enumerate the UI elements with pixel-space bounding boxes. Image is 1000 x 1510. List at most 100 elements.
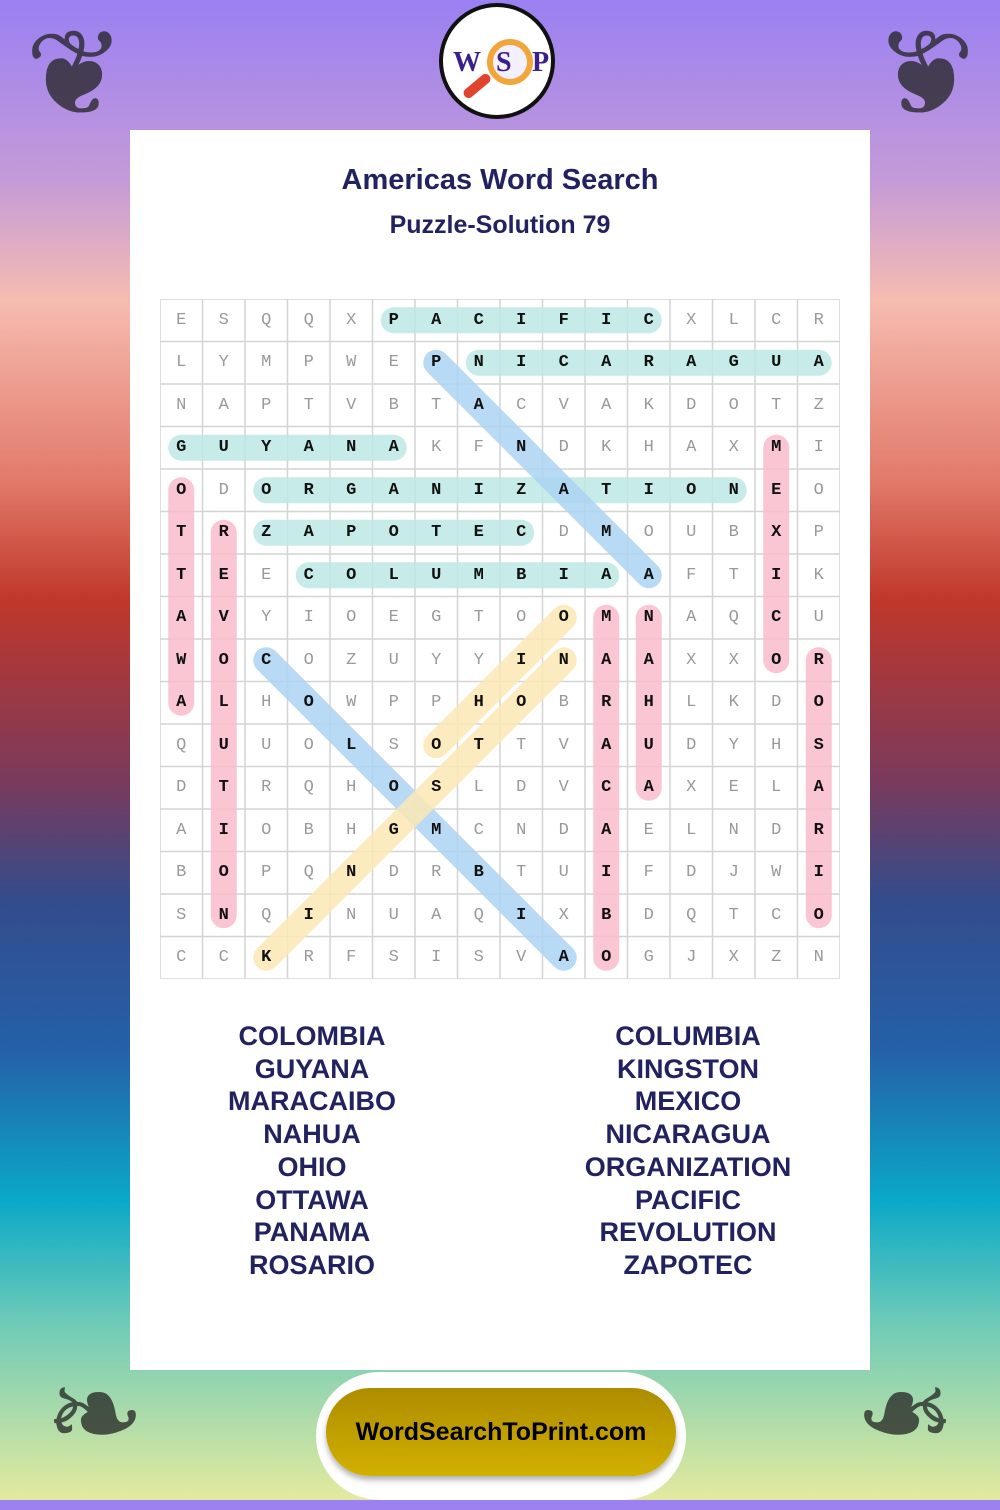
grid-cell[interactable]: Q <box>728 608 739 628</box>
grid-cell[interactable]: Y <box>261 438 272 458</box>
grid-cell[interactable]: A <box>643 650 654 670</box>
grid-cell[interactable]: U <box>558 863 569 883</box>
grid-cell[interactable]: U <box>643 735 654 755</box>
grid-cell[interactable]: O <box>303 735 314 755</box>
grid-cell[interactable]: J <box>686 948 697 968</box>
grid-cell[interactable]: N <box>728 820 739 840</box>
grid-cell[interactable]: B <box>388 395 399 415</box>
grid-cell[interactable]: R <box>813 650 824 670</box>
grid-cell[interactable]: N <box>516 438 527 458</box>
grid-cell[interactable]: S <box>218 310 229 330</box>
grid-cell[interactable]: C <box>516 395 527 415</box>
grid-cell[interactable]: X <box>728 948 739 968</box>
grid-cell[interactable]: I <box>473 480 484 500</box>
grid-cell[interactable]: F <box>473 438 484 458</box>
grid-cell[interactable]: N <box>728 480 739 500</box>
grid-cell[interactable]: Y <box>261 608 272 628</box>
grid-cell[interactable]: Z <box>261 523 272 543</box>
grid-cell[interactable]: Y <box>473 650 484 670</box>
grid-cell[interactable]: H <box>261 693 272 713</box>
grid-cell[interactable]: R <box>303 948 314 968</box>
grid-cell[interactable]: L <box>388 565 399 585</box>
grid-cell[interactable]: G <box>728 353 739 373</box>
grid-cell[interactable]: H <box>771 735 782 755</box>
grid-cell[interactable]: D <box>686 735 697 755</box>
grid-cell[interactable]: P <box>431 693 442 713</box>
grid-cell[interactable]: A <box>643 778 654 798</box>
grid-cell[interactable]: M <box>431 820 442 840</box>
grid-cell[interactable]: A <box>431 310 442 330</box>
grid-cell[interactable]: E <box>218 565 229 585</box>
grid-cell[interactable]: L <box>473 778 484 798</box>
grid-cell[interactable]: C <box>558 353 569 373</box>
grid-cell[interactable]: T <box>728 565 739 585</box>
grid-cell[interactable]: T <box>516 735 527 755</box>
grid-cell[interactable]: A <box>176 820 187 840</box>
grid-cell[interactable]: K <box>643 395 654 415</box>
grid-cell[interactable]: K <box>813 565 824 585</box>
grid-cell[interactable]: N <box>643 608 654 628</box>
grid-cell[interactable]: M <box>473 565 484 585</box>
grid-cell[interactable]: O <box>813 480 824 500</box>
grid-cell[interactable]: X <box>686 778 697 798</box>
grid-cell[interactable]: H <box>473 693 484 713</box>
grid-cell[interactable]: A <box>601 650 612 670</box>
grid-cell[interactable]: P <box>261 863 272 883</box>
grid-cell[interactable]: A <box>643 565 654 585</box>
grid-cell[interactable]: P <box>346 523 357 543</box>
grid-cell[interactable]: O <box>261 820 272 840</box>
grid-cell[interactable]: O <box>728 395 739 415</box>
grid-cell[interactable]: Y <box>431 650 442 670</box>
grid-cell[interactable]: B <box>558 693 569 713</box>
grid-cell[interactable]: I <box>516 650 527 670</box>
grid-cell[interactable]: D <box>558 523 569 543</box>
grid-cell[interactable]: I <box>303 608 314 628</box>
grid-cell[interactable]: N <box>218 905 229 925</box>
grid-cell[interactable]: I <box>303 905 314 925</box>
grid-cell[interactable]: E <box>261 565 272 585</box>
grid-cell[interactable]: T <box>771 395 782 415</box>
grid-cell[interactable]: S <box>431 778 442 798</box>
grid-cell[interactable]: D <box>771 693 782 713</box>
grid-cell[interactable]: E <box>771 480 782 500</box>
grid-cell[interactable]: F <box>686 565 697 585</box>
grid-cell[interactable]: T <box>303 395 314 415</box>
grid-cell[interactable]: A <box>558 480 569 500</box>
grid-cell[interactable]: I <box>516 353 527 373</box>
grid-cell[interactable]: V <box>346 395 357 415</box>
grid-cell[interactable]: F <box>346 948 357 968</box>
grid-cell[interactable]: U <box>771 353 782 373</box>
grid-cell[interactable]: A <box>303 438 314 458</box>
grid-cell[interactable]: P <box>261 395 272 415</box>
grid-cell[interactable]: A <box>686 438 697 458</box>
grid-cell[interactable]: R <box>261 778 272 798</box>
grid-cell[interactable]: H <box>346 820 357 840</box>
grid-cell[interactable]: C <box>643 310 654 330</box>
grid-cell[interactable]: K <box>431 438 442 458</box>
grid-cell[interactable]: S <box>388 948 399 968</box>
grid-cell[interactable]: I <box>558 565 569 585</box>
grid-cell[interactable]: A <box>388 480 399 500</box>
grid-cell[interactable]: V <box>218 608 229 628</box>
grid-cell[interactable]: I <box>601 310 612 330</box>
grid-cell[interactable]: V <box>558 778 569 798</box>
grid-cell[interactable]: I <box>516 905 527 925</box>
grid-cell[interactable]: D <box>558 820 569 840</box>
grid-cell[interactable]: A <box>176 693 187 713</box>
grid-cell[interactable]: X <box>728 438 739 458</box>
grid-cell[interactable]: C <box>303 565 314 585</box>
grid-cell[interactable]: N <box>431 480 442 500</box>
grid-cell[interactable]: I <box>516 310 527 330</box>
grid-cell[interactable]: Q <box>303 310 314 330</box>
grid-cell[interactable]: H <box>643 693 654 713</box>
grid-cell[interactable]: T <box>176 523 187 543</box>
grid-cell[interactable]: N <box>346 863 357 883</box>
grid-cell[interactable]: G <box>176 438 187 458</box>
grid-cell[interactable]: N <box>346 905 357 925</box>
grid-cell[interactable]: L <box>218 693 229 713</box>
grid-cell[interactable]: Z <box>516 480 527 500</box>
grid-cell[interactable]: Q <box>473 905 484 925</box>
grid-cell[interactable]: X <box>346 310 357 330</box>
grid-cell[interactable]: S <box>473 948 484 968</box>
grid-cell[interactable]: O <box>558 608 569 628</box>
